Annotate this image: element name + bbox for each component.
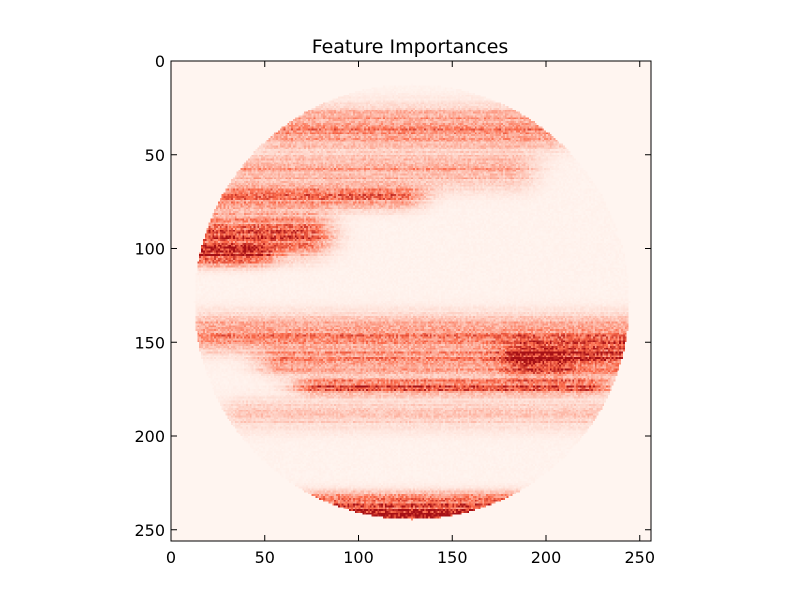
y-tick-label: 100	[134, 240, 165, 259]
chart-title: Feature Importances	[312, 36, 509, 58]
heatmap-raster	[171, 61, 651, 541]
heatmap-image	[171, 61, 651, 541]
x-tick-label: 250	[624, 548, 655, 567]
x-tick-label: 200	[531, 548, 562, 567]
y-tick-label: 0	[155, 52, 165, 71]
x-tick-label: 0	[166, 548, 176, 567]
y-axis: 0 50 100 150 200 250	[134, 52, 651, 540]
x-axis: 0 50 100 150 200 250	[166, 61, 655, 567]
x-tick-label: 50	[255, 548, 275, 567]
plot-frame	[170, 60, 652, 542]
y-tick-label: 150	[134, 333, 165, 352]
x-tick-label: 150	[437, 548, 468, 567]
y-tick-label: 250	[134, 521, 165, 540]
y-tick-label: 200	[134, 427, 165, 446]
y-tick-label: 50	[145, 146, 165, 165]
x-tick-label: 100	[343, 548, 374, 567]
